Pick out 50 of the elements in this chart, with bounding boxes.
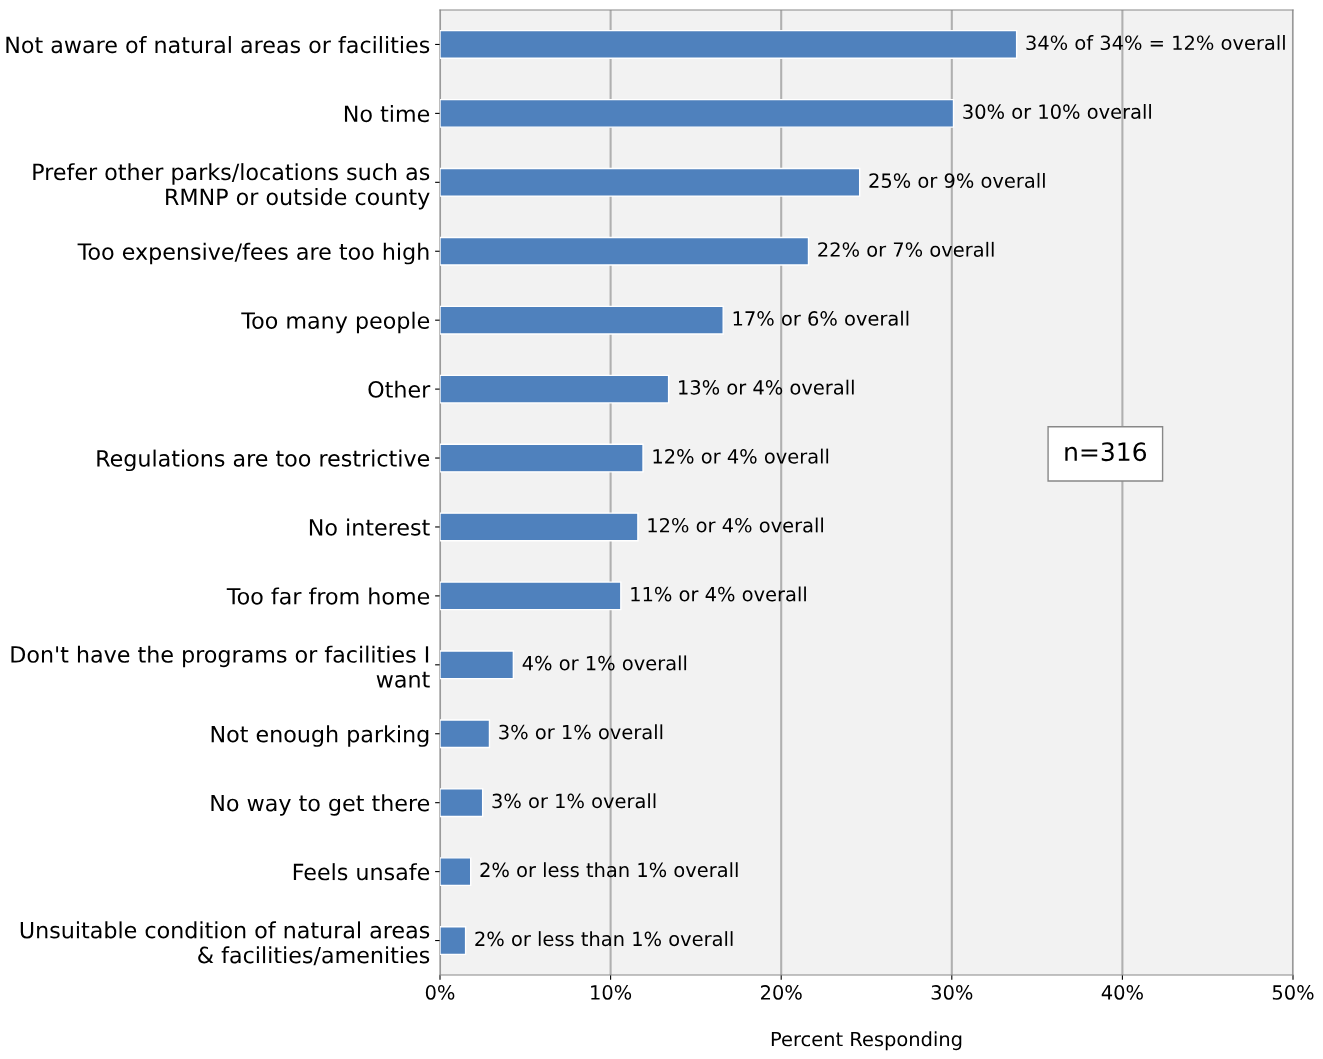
y-tick-label: Too expensive/fees are too high [77, 242, 429, 265]
bar [440, 581, 622, 611]
bar [440, 236, 810, 266]
x-tick-label: 0% [425, 985, 455, 1000]
y-tick-label: No interest [309, 518, 430, 536]
data-label: 2% or less than 1% overall [475, 931, 733, 947]
data-label: 12% or 4% overall [653, 448, 829, 464]
data-label: 11% or 4% overall [631, 586, 806, 602]
x-axis-title: Percent Responding [771, 1031, 962, 1051]
bar [440, 29, 1018, 59]
bar [440, 374, 670, 404]
x-tick-label: 10% [591, 985, 632, 1000]
bar [440, 926, 467, 956]
bar [440, 857, 472, 887]
bar [440, 443, 644, 473]
y-tick-label: Unsuitable condition of natural areas & facilities/amenities [20, 921, 430, 966]
y-tick-label: Not aware of natural areas or facilities [6, 36, 430, 54]
y-tick-label: Too many people [241, 311, 430, 334]
y-tick-label: No way to get there [211, 794, 430, 816]
data-label: 22% or 7% overall [818, 241, 994, 257]
bar [440, 788, 484, 818]
annotation: n=316 [1065, 442, 1147, 462]
y-tick-label: Prefer other parks/locations such as RMNP or outside county [33, 163, 430, 210]
bar [440, 719, 491, 749]
y-tick-label: Too far from home [226, 587, 430, 605]
data-label: 34% of 34% = 12% overall [1026, 35, 1285, 51]
bar [440, 305, 724, 335]
y-tick-label: Regulations are too restrictive [97, 449, 430, 472]
y-tick-label: Other [368, 380, 431, 398]
bar [440, 167, 861, 197]
x-tick-label: 20% [761, 985, 802, 1000]
bar [440, 512, 639, 542]
data-label: 4% or 1% overall [522, 655, 687, 671]
data-label: 17% or 6% overall [733, 310, 909, 326]
bar [440, 650, 515, 680]
data-label: 12% or 4% overall [648, 517, 823, 533]
data-label: 3% or 1% overall [492, 793, 656, 809]
data-label: 13% or 4% overall [679, 379, 854, 395]
y-tick-label: Don't have the programs or facilities I want [11, 645, 430, 688]
data-label: 25% or 9% overall [869, 172, 1045, 188]
x-tick-label: 30% [931, 985, 973, 1000]
y-tick-label: Feels unsafe [293, 863, 430, 881]
y-tick-label: No time [344, 104, 430, 123]
data-label: 2% or less than 1% overall [480, 862, 738, 878]
x-tick-label: 40% [1101, 985, 1143, 1000]
x-tick-label: 50% [1272, 985, 1314, 1000]
y-tick-label: Not enough parking [211, 725, 429, 747]
data-label: 3% or 1% overall [499, 724, 663, 740]
data-label: 30% or 10% overall [963, 103, 1151, 120]
bar [440, 98, 955, 128]
